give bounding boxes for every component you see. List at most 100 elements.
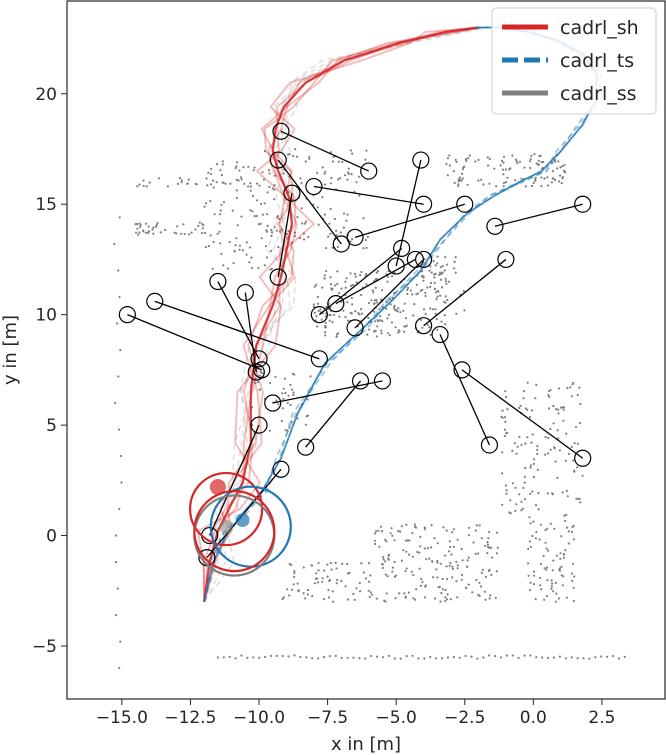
map-point	[302, 566, 305, 569]
map-point	[344, 280, 347, 283]
map-point	[316, 581, 319, 584]
map-point	[430, 271, 433, 274]
map-point	[484, 544, 487, 547]
map-point	[397, 529, 400, 533]
map-point	[449, 545, 452, 549]
map-point	[545, 594, 549, 598]
map-point	[523, 475, 526, 478]
map-point	[219, 242, 222, 245]
map-point	[518, 160, 522, 163]
map-point	[234, 244, 237, 247]
map-point	[359, 274, 362, 277]
map-point	[329, 232, 332, 235]
map-point	[251, 195, 254, 198]
map-point	[495, 185, 498, 188]
pedestrian-path	[280, 130, 370, 172]
map-point	[373, 320, 377, 323]
map-point	[316, 577, 319, 580]
map-point	[248, 246, 251, 249]
map-point	[293, 572, 296, 575]
map-point	[306, 414, 310, 417]
map-point	[530, 154, 533, 157]
map-point	[422, 308, 426, 311]
pedestrian-path	[395, 159, 422, 267]
map-point	[373, 539, 376, 542]
map-point	[113, 242, 116, 246]
map-point	[412, 597, 415, 600]
map-point	[440, 320, 443, 323]
map-point	[415, 283, 418, 286]
map-point	[353, 598, 356, 601]
map-point	[232, 262, 235, 265]
map-point	[350, 296, 353, 300]
map-point	[520, 443, 523, 446]
map-point	[317, 569, 320, 572]
map-point	[324, 321, 327, 324]
map-point	[424, 312, 427, 315]
map-point	[389, 298, 392, 301]
map-point	[258, 184, 261, 187]
map-point	[517, 656, 520, 660]
map-point	[302, 232, 305, 235]
map-point	[486, 552, 489, 555]
map-point	[306, 593, 309, 596]
map-point	[570, 656, 573, 659]
map-point	[562, 575, 565, 578]
map-point	[566, 495, 569, 498]
map-point	[390, 527, 393, 530]
map-point	[455, 160, 458, 163]
map-point	[269, 381, 272, 385]
x-tick-label: −10.0	[233, 708, 285, 728]
map-point	[347, 167, 350, 170]
map-point	[534, 598, 537, 601]
map-point	[560, 565, 563, 569]
pedestrian-marker	[247, 363, 265, 381]
map-point	[350, 312, 353, 315]
map-point	[600, 655, 603, 658]
map-point	[558, 567, 561, 570]
map-point	[502, 155, 506, 158]
map-point	[543, 567, 546, 570]
map-point	[366, 235, 369, 239]
map-point	[389, 303, 392, 306]
map-point	[439, 266, 442, 269]
map-point	[317, 657, 320, 660]
map-point	[349, 272, 352, 275]
map-point	[372, 291, 375, 294]
map-point	[346, 656, 349, 659]
map-point	[555, 592, 558, 595]
map-point	[138, 231, 141, 234]
map-point	[281, 597, 284, 601]
map-point	[385, 307, 388, 310]
map-point	[237, 179, 240, 182]
pedestrian-marker	[283, 184, 301, 202]
map-point	[275, 399, 278, 402]
map-point	[439, 271, 442, 274]
map-point	[386, 332, 390, 335]
map-point	[142, 229, 145, 232]
map-point	[333, 313, 336, 316]
map-point	[235, 178, 238, 181]
map-point	[380, 329, 383, 332]
map-point	[410, 570, 413, 573]
map-point	[376, 270, 379, 273]
map-point	[509, 499, 512, 502]
map-point	[547, 549, 550, 552]
map-point	[403, 325, 406, 328]
map-point	[418, 551, 421, 554]
map-point	[270, 267, 273, 270]
map-point	[137, 233, 140, 236]
map-point	[572, 524, 575, 527]
pedestrian-path	[461, 369, 584, 459]
map-point	[513, 442, 517, 445]
map-point	[537, 508, 540, 511]
map-point	[563, 514, 566, 517]
map-point	[204, 245, 208, 249]
map-point	[426, 547, 429, 550]
map-point	[552, 590, 555, 593]
map-point	[565, 432, 568, 435]
map-point	[436, 328, 439, 331]
map-point	[258, 656, 261, 659]
map-point	[534, 397, 537, 400]
map-point	[311, 564, 314, 567]
